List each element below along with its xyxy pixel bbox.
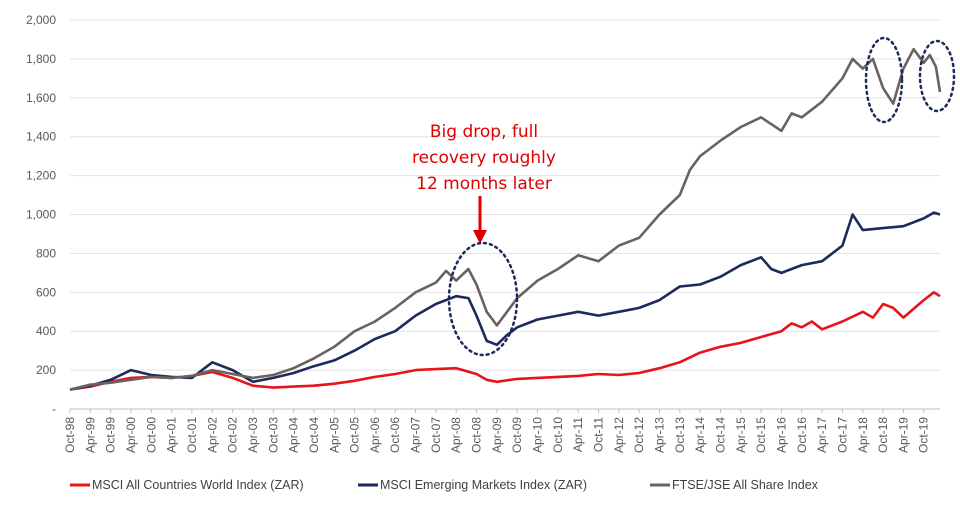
x-tick-label: Apr-11	[571, 417, 585, 452]
series-line	[69, 291, 941, 391]
annotation-line-3: 12 months later	[416, 174, 552, 194]
x-tick-label: Oct-98	[63, 417, 77, 453]
x-tick-label: Oct-01	[185, 417, 199, 453]
x-tick-label: Oct-99	[104, 417, 118, 453]
x-tick-label: Apr-99	[83, 417, 97, 453]
x-tick-label: Apr-14	[693, 417, 707, 453]
annotation-arrow-head	[473, 230, 487, 244]
legend-label: MSCI Emerging Markets Index (ZAR)	[380, 478, 587, 492]
y-tick-label: 200	[36, 363, 56, 377]
x-tick-label: Apr-18	[856, 417, 870, 453]
x-tick-label: Oct-10	[551, 417, 565, 453]
x-tick-label: Apr-08	[449, 417, 463, 453]
gridlines	[70, 19, 940, 410]
y-tick-label: -	[52, 402, 56, 416]
x-tick-label: Oct-17	[835, 417, 849, 453]
series-lines	[69, 47, 942, 391]
x-tick-label: Apr-12	[612, 417, 626, 453]
x-tick-label: Oct-16	[795, 417, 809, 453]
y-tick-label: 600	[36, 285, 56, 299]
x-tick-label: Apr-10	[531, 417, 545, 453]
y-tick-label: 800	[36, 246, 56, 260]
series-line	[69, 47, 942, 391]
y-tick-label: 1,200	[26, 169, 56, 183]
annotation-line-1: Big drop, full	[430, 122, 538, 142]
x-tick-label: Oct-11	[592, 417, 606, 452]
x-tick-label: Oct-08	[470, 417, 484, 453]
annotation-line-2: recovery roughly	[412, 148, 556, 168]
legend-label: FTSE/JSE All Share Index	[672, 478, 819, 492]
x-tick-label: Oct-03	[266, 417, 280, 453]
series-line	[69, 211, 941, 391]
y-tick-label: 1,600	[26, 91, 56, 105]
x-tick-label: Oct-18	[876, 417, 890, 453]
legend: MSCI All Countries World Index (ZAR) MSCI…	[70, 478, 819, 492]
x-tick-label: Oct-06	[388, 417, 402, 453]
legend-label: MSCI All Countries World Index (ZAR)	[92, 478, 304, 492]
y-tick-label: 1,000	[26, 208, 56, 222]
x-tick-label: Apr-01	[165, 417, 179, 453]
x-tick-label: Apr-04	[287, 417, 301, 453]
x-tick-label: Apr-17	[815, 417, 829, 453]
x-tick-label: Oct-05	[348, 417, 362, 453]
x-tick-label: Oct-04	[307, 417, 321, 453]
x-tick-label: Oct-02	[226, 417, 240, 453]
x-tick-label: Apr-15	[734, 417, 748, 453]
y-tick-label: 400	[36, 324, 56, 338]
x-tick-label: Oct-09	[510, 417, 524, 453]
x-tick-label: Apr-02	[205, 417, 219, 453]
dotted-circle-2008	[447, 241, 519, 357]
y-axis-ticks: 2,000 1,800 1,600 1,400 1,200 1,000 800 600 400 2…	[26, 13, 56, 416]
y-tick-label: 1,800	[26, 52, 56, 66]
x-tick-label: Oct-07	[429, 417, 443, 453]
x-tick-label: Oct-19	[917, 417, 931, 453]
dotted-circle-2019	[918, 39, 956, 113]
x-tick-label: Apr-07	[409, 417, 423, 453]
x-axis-ticks: Oct-98 Apr-99 Oct-99 Apr-00 Oct-00 Apr-01 Oct-…	[63, 409, 931, 453]
x-tick-label: Apr-06	[368, 417, 382, 453]
x-tick-label: Apr-05	[327, 417, 341, 453]
x-tick-label: Apr-16	[774, 417, 788, 453]
x-tick-label: Oct-00	[144, 417, 158, 453]
x-tick-label: Apr-03	[246, 417, 260, 453]
x-tick-label: Apr-19	[896, 417, 910, 453]
y-tick-label: 2,000	[26, 13, 56, 27]
dotted-circle-2018	[864, 36, 904, 124]
x-tick-label: Oct-13	[673, 417, 687, 453]
x-tick-label: Apr-00	[124, 417, 138, 453]
x-tick-label: Oct-12	[632, 417, 646, 453]
y-tick-label: 1,400	[26, 130, 56, 144]
x-tick-label: Apr-13	[652, 417, 666, 453]
x-tick-label: Oct-14	[713, 417, 727, 453]
x-tick-label: Apr-09	[490, 417, 504, 453]
annotation: Big drop, full recovery roughly 12 month…	[412, 36, 956, 357]
x-tick-label: Oct-15	[754, 417, 768, 453]
